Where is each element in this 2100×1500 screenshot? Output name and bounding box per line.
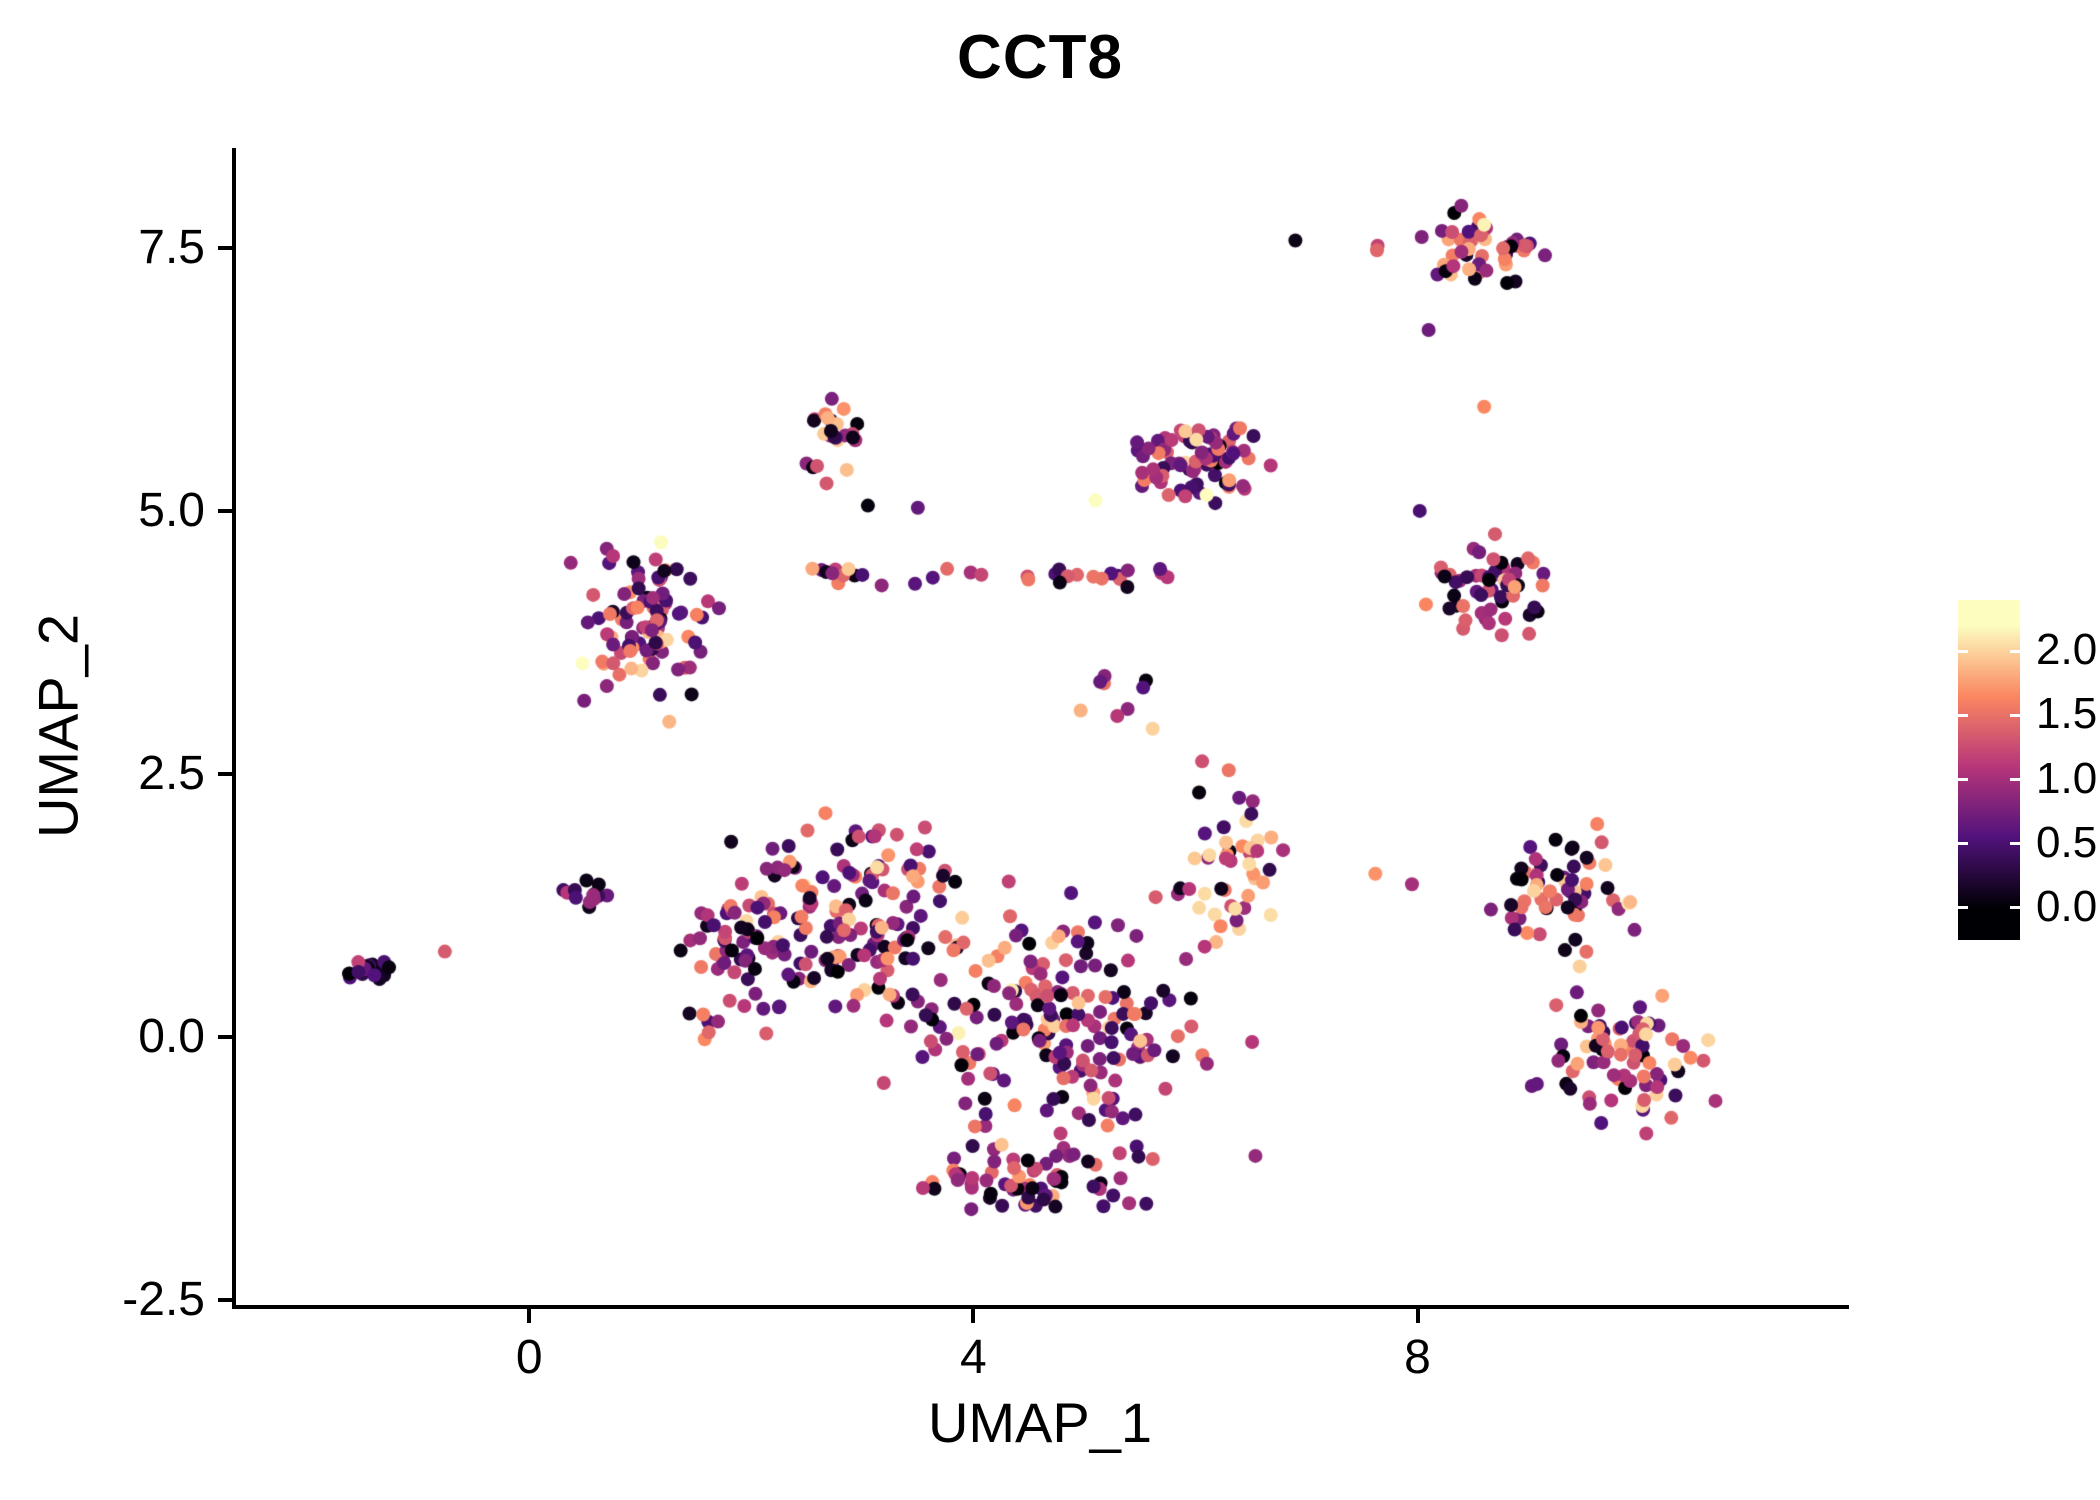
colorbar-tick-mark	[2010, 649, 2020, 653]
y-tick-label: 2.5	[138, 746, 205, 800]
x-tick-mark	[1415, 1309, 1420, 1323]
colorbar-tick-mark	[1958, 842, 1968, 846]
plot-panel	[235, 148, 1845, 1305]
colorbar-tick-label: 0.0	[2036, 881, 2098, 931]
y-tick-mark	[218, 508, 232, 513]
y-tick-label: -2.5	[122, 1272, 205, 1326]
colorbar-tick-label: 1.0	[2036, 753, 2098, 803]
colorbar-tick-mark	[2010, 713, 2020, 717]
colorbar-tick-mark	[1958, 906, 1968, 910]
colorbar-tick-mark	[2010, 778, 2020, 782]
y-tick-mark	[218, 771, 232, 776]
x-tick-label: 8	[1404, 1331, 1431, 1384]
y-tick-label: 7.5	[138, 220, 205, 274]
y-tick-mark	[218, 1034, 232, 1039]
colorbar-tick-label: 0.5	[2036, 817, 2098, 867]
y-axis-line	[232, 148, 236, 1309]
y-tick-label: 5.0	[138, 483, 205, 537]
expression-colorbar	[1958, 600, 2020, 940]
colorbar-gradient	[1958, 600, 2020, 940]
plot-title: CCT8	[957, 23, 1123, 92]
colorbar-tick-mark	[1958, 713, 1968, 717]
x-axis-title: UMAP_1	[927, 1391, 1153, 1454]
x-tick-mark	[971, 1309, 976, 1323]
colorbar-tick-mark	[1958, 649, 1968, 653]
x-tick-label: 0	[515, 1331, 543, 1384]
y-axis-title: UMAP_2	[26, 613, 90, 839]
colorbar-tick-label: 2.0	[2036, 625, 2098, 675]
x-axis-line	[232, 1305, 1849, 1309]
x-tick-label: 4	[960, 1331, 987, 1384]
y-tick-mark	[218, 245, 232, 250]
colorbar-tick-mark	[1958, 778, 1968, 782]
y-tick-mark	[218, 1297, 232, 1302]
y-tick-label: 0.0	[138, 1009, 205, 1063]
scatter-points-canvas	[235, 148, 1845, 1305]
colorbar-tick-mark	[2010, 906, 2020, 910]
colorbar-tick-mark	[2010, 842, 2020, 846]
colorbar-tick-label: 1.5	[2036, 689, 2098, 739]
x-tick-mark	[527, 1309, 532, 1323]
